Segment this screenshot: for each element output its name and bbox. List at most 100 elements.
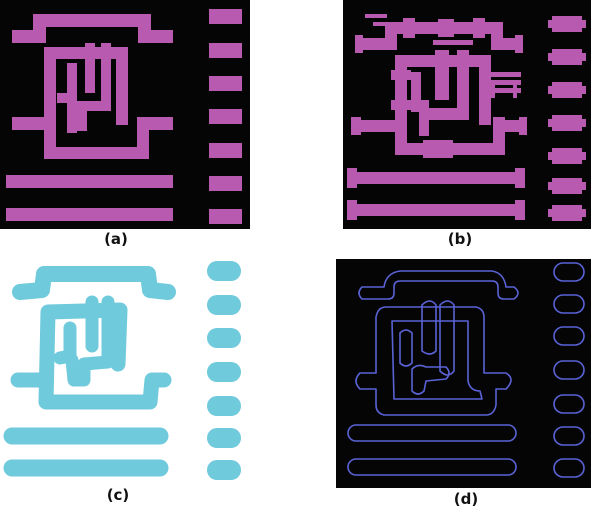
b-side-bar-2 bbox=[483, 80, 521, 85]
c-top-bracket bbox=[12, 266, 176, 300]
panel-b-opc-mask bbox=[343, 0, 591, 229]
a-top-bar bbox=[33, 14, 151, 27]
panel-d-printed-contour bbox=[336, 259, 591, 488]
a-inner-left-connector bbox=[57, 93, 77, 103]
a-inner-hook-stub bbox=[77, 101, 87, 131]
c-pad-column bbox=[207, 261, 241, 480]
a-inner-hook bbox=[77, 101, 111, 111]
d-top-bracket-outline bbox=[358, 270, 519, 300]
a-right-arm bbox=[137, 117, 173, 130]
a-long-bar-2 bbox=[6, 208, 173, 221]
d-pad-1-outline bbox=[553, 262, 585, 282]
a-inner-low-vertical bbox=[67, 103, 77, 133]
b-inner-right-vertical bbox=[457, 50, 469, 120]
b-long-bar-2-serif-l bbox=[347, 200, 357, 220]
d-inner-left-outline bbox=[399, 329, 413, 367]
b-long-bar-1 bbox=[351, 172, 523, 184]
panel-d-background bbox=[336, 259, 591, 488]
c-pad-1 bbox=[207, 261, 241, 281]
d-inner-hook-outline bbox=[411, 364, 450, 395]
d-long-bar-1-outline bbox=[347, 424, 517, 442]
panel-b-svg bbox=[343, 0, 591, 229]
a-pad-1 bbox=[209, 9, 242, 24]
panel-c-svg bbox=[3, 261, 241, 480]
b-inner-left-vertical bbox=[411, 72, 421, 112]
a-pad-2 bbox=[209, 43, 242, 58]
panel-c-resist-image bbox=[0, 256, 250, 482]
d-pad-7-outline bbox=[553, 458, 585, 478]
b-pad-6-ears bbox=[548, 182, 586, 190]
a-top-right-bar bbox=[138, 30, 173, 43]
a-pad-6 bbox=[209, 176, 242, 191]
b-long-bar-2-serif-r bbox=[515, 200, 525, 220]
b-long-bar-1-serif-r bbox=[515, 168, 525, 188]
b-pad-3-ears bbox=[548, 86, 586, 94]
b-top-bar-bump-3 bbox=[473, 18, 485, 38]
a-pad-4 bbox=[209, 109, 242, 124]
b-long-bar-1-serif-l bbox=[347, 168, 357, 188]
b-pad-4-ears bbox=[548, 119, 586, 127]
b-left-arm-serif bbox=[351, 117, 361, 135]
d-long-bar-2-outline bbox=[347, 458, 517, 476]
b-pad-5-ears bbox=[548, 152, 586, 160]
d-pad-4-outline bbox=[553, 360, 585, 380]
b-inner-left-connector bbox=[407, 100, 429, 110]
b-frame-left-bump-2 bbox=[391, 100, 411, 110]
c-pad-3 bbox=[207, 328, 241, 348]
a-inner-right-vertical bbox=[101, 43, 111, 111]
a-left-arm bbox=[12, 117, 56, 130]
panel-a-svg bbox=[0, 0, 250, 229]
b-top-left-serif-1 bbox=[355, 35, 363, 53]
a-inner-center-vertical bbox=[85, 43, 95, 93]
d-pad-5-outline bbox=[553, 394, 585, 414]
d-inner-right-outline bbox=[439, 300, 455, 376]
b-inner-center-vertical bbox=[435, 50, 449, 100]
b-pad-7-ears bbox=[548, 209, 586, 217]
b-right-arm-serif bbox=[519, 117, 527, 135]
c-pad-5 bbox=[207, 396, 241, 416]
a-frame-bottom bbox=[44, 147, 149, 159]
caption-b: (b) bbox=[447, 230, 473, 248]
panel-a-mask-layout bbox=[0, 0, 250, 229]
a-frame-right bbox=[116, 47, 128, 125]
b-frame-bottom-bump bbox=[423, 140, 453, 158]
b-top-right-bar bbox=[491, 38, 521, 50]
b-tiny-bar-1 bbox=[365, 14, 387, 18]
b-left-arm bbox=[355, 120, 405, 132]
d-pad-6-outline bbox=[553, 426, 585, 446]
d-inner-frame-inner-outline bbox=[391, 320, 483, 400]
b-top-bar-bump-2 bbox=[438, 19, 454, 37]
c-inner-hook bbox=[65, 295, 115, 387]
panel-b-shapes bbox=[347, 14, 586, 221]
panel-d-svg bbox=[336, 259, 591, 488]
b-long-bar-2 bbox=[351, 204, 523, 216]
b-upper-short-bar bbox=[433, 40, 473, 45]
b-top-right-serif bbox=[515, 35, 523, 53]
caption-d: (d) bbox=[453, 490, 479, 508]
b-frame-left-bump-1 bbox=[391, 70, 411, 80]
b-side-bar-1 bbox=[483, 72, 521, 77]
a-frame-left bbox=[44, 47, 56, 159]
b-inner-hook bbox=[427, 108, 469, 120]
caption-c: (c) bbox=[106, 486, 130, 504]
b-side-tick-2 bbox=[513, 80, 517, 98]
c-pad-6 bbox=[207, 428, 241, 448]
a-inner-left-vertical bbox=[67, 63, 77, 103]
panel-c-shapes bbox=[3, 266, 176, 477]
b-right-arm bbox=[493, 120, 525, 132]
a-pad-5 bbox=[209, 143, 242, 158]
d-pad-2-outline bbox=[553, 294, 585, 314]
d-inner-center-outline bbox=[421, 300, 437, 355]
b-pad-column bbox=[548, 16, 586, 221]
a-long-bar-1 bbox=[6, 175, 173, 188]
c-pad-7 bbox=[207, 460, 241, 480]
a-pad-7 bbox=[209, 209, 242, 224]
b-side-bar-3 bbox=[483, 88, 521, 93]
c-inner-left-line bbox=[53, 321, 77, 365]
b-inner-low-vertical bbox=[419, 108, 429, 136]
caption-a: (a) bbox=[104, 230, 128, 248]
b-side-tick-1 bbox=[491, 80, 495, 98]
c-inner-frame bbox=[38, 302, 172, 410]
b-pad-2-ears bbox=[548, 53, 586, 61]
panel-d-contours bbox=[347, 262, 585, 478]
